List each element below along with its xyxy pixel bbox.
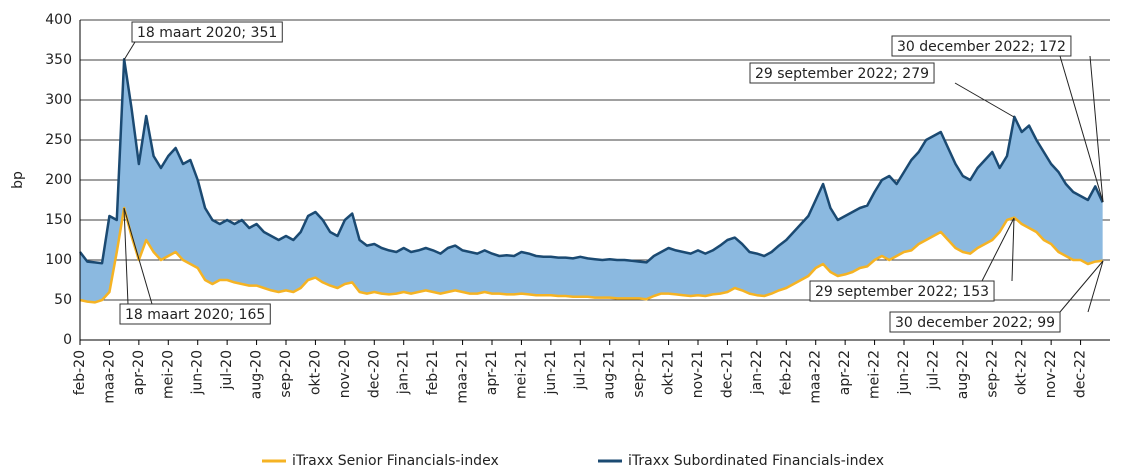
- x-tick-label: okt-21: [661, 350, 677, 395]
- y-tick-label: 300: [45, 92, 72, 108]
- y-tick-label: 0: [63, 332, 72, 348]
- leader-line: [123, 41, 136, 61]
- y-axis-label: bp: [10, 171, 26, 189]
- x-tick-label: jul-22: [925, 350, 941, 391]
- leader-lines: [123, 41, 1104, 313]
- x-tick-label: maa-21: [455, 350, 471, 404]
- x-tick-label: sep-21: [631, 350, 647, 398]
- x-tick-label: apr-21: [484, 350, 500, 395]
- x-tick-label: okt-22: [1014, 350, 1030, 395]
- x-tick-label: aug-20: [249, 350, 265, 399]
- annotation: 29 september 2022; 279: [749, 62, 935, 84]
- y-tick-label: 350: [45, 52, 72, 68]
- x-tick-label: nov-21: [690, 350, 706, 398]
- series-line: [79, 206, 1103, 304]
- x-tick-label: jul-20: [219, 350, 235, 391]
- annotation-text: 30 december 2022; 99: [895, 315, 1055, 331]
- legend-label: iTraxx Senior Financials-index: [292, 453, 499, 469]
- x-tick-label: feb-20: [72, 350, 88, 395]
- y-tick-label: 250: [45, 132, 72, 148]
- leader-line: [954, 82, 1015, 118]
- leader-line: [1059, 55, 1104, 203]
- x-tick-label: jan-21: [396, 350, 412, 395]
- x-tick-label: jan-22: [749, 350, 765, 395]
- annotation-text: 18 maart 2020; 165: [125, 307, 265, 323]
- y-tick-label: 200: [45, 172, 72, 188]
- annotation: 18 maart 2020; 351: [131, 21, 283, 43]
- legend-label: iTraxx Subordinated Financials-index: [628, 453, 884, 469]
- leader-line: [123, 207, 153, 305]
- leader-line: [1059, 260, 1104, 313]
- series-line: [79, 57, 1104, 265]
- leader-line: [1011, 217, 1015, 282]
- annotation-box: [809, 280, 995, 302]
- x-tick-label: dec-21: [719, 350, 735, 398]
- x-tick-label: aug-22: [955, 350, 971, 399]
- x-tick-label: apr-20: [131, 350, 147, 395]
- leader-line: [1087, 260, 1104, 313]
- x-tick-label: sep-22: [984, 350, 1000, 398]
- annotation-text: 29 september 2022; 153: [815, 284, 989, 300]
- x-tick-label: dec-20: [366, 350, 382, 398]
- annotation-box: [749, 62, 935, 84]
- annotation-box: [891, 35, 1072, 57]
- x-tick-label: jul-21: [572, 350, 588, 391]
- spread-area: [80, 59, 1103, 303]
- x-tick-label: jun-20: [190, 350, 206, 396]
- annotation-text: 18 maart 2020; 351: [137, 25, 277, 41]
- x-tick-label: nov-22: [1043, 350, 1059, 398]
- annotation-box: [131, 21, 283, 43]
- annotation-text: 30 december 2022; 172: [897, 39, 1066, 55]
- x-tick-label: okt-20: [307, 350, 323, 395]
- annotation: 29 september 2022; 153: [809, 280, 995, 302]
- x-tick-label: apr-22: [837, 350, 853, 395]
- x-tick-label: jun-22: [896, 350, 912, 396]
- x-tick-label: mei-20: [160, 350, 176, 399]
- y-tick-label: 150: [45, 212, 72, 228]
- annotation-box: [119, 303, 271, 325]
- x-tick-label: mei-21: [513, 350, 529, 399]
- x-tick-label: sep-20: [278, 350, 294, 398]
- leader-line: [123, 207, 129, 305]
- leader-line: [981, 217, 1015, 282]
- annotation: 30 december 2022; 172: [891, 35, 1072, 57]
- annotation-text: 29 september 2022; 279: [755, 66, 929, 82]
- x-tick-label: maa-22: [808, 350, 824, 404]
- annotation: 18 maart 2020; 165: [119, 303, 271, 325]
- x-tick-label: aug-21: [602, 350, 618, 399]
- x-tick-label: feb-22: [778, 350, 794, 395]
- x-tick-label: jun-21: [543, 350, 559, 396]
- leader-line: [1089, 55, 1104, 203]
- x-tick-label: maa-20: [101, 350, 117, 404]
- x-tick-label: mei-22: [867, 350, 883, 399]
- y-tick-label: 400: [45, 12, 72, 28]
- y-tick-label: 50: [54, 292, 72, 308]
- annotation: 30 december 2022; 99: [889, 311, 1061, 333]
- x-tick-label: nov-20: [337, 350, 353, 398]
- y-tick-label: 100: [45, 252, 72, 268]
- x-tick-label: feb-21: [425, 350, 441, 395]
- annotation-box: [889, 311, 1061, 333]
- x-tick-label: dec-22: [1073, 350, 1089, 398]
